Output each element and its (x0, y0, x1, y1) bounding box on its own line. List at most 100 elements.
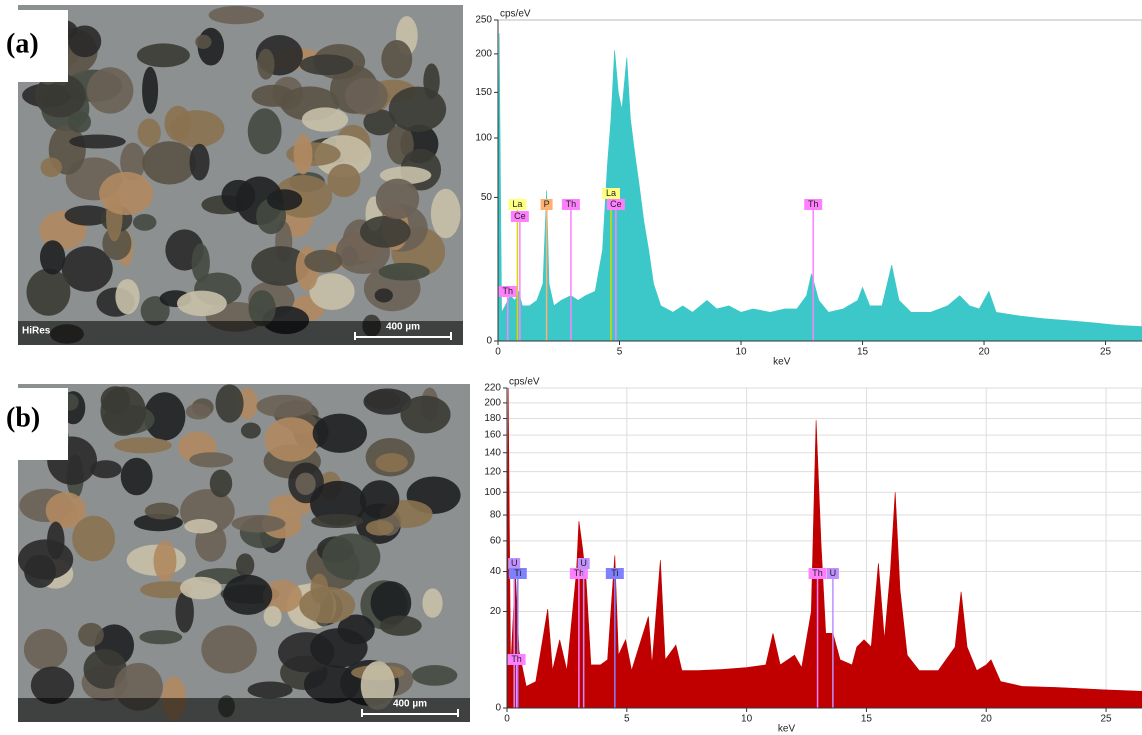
x-axis-label: keV (773, 357, 791, 368)
grain (40, 158, 62, 178)
y-tick-label: 200 (475, 49, 492, 60)
grain (294, 134, 313, 174)
y-tick-label: 150 (475, 87, 492, 98)
grain (431, 189, 461, 238)
element-label: Ce (514, 211, 526, 221)
element-label: Th (566, 199, 577, 209)
grain (375, 288, 393, 302)
y-tick-label: 100 (484, 487, 501, 498)
grain (189, 452, 233, 467)
grain (170, 110, 224, 147)
grain (186, 404, 211, 420)
grain (248, 681, 293, 698)
grain (376, 179, 419, 220)
grain (68, 25, 101, 57)
x-tick-label: 10 (735, 347, 747, 358)
grain (256, 395, 312, 418)
grain (99, 172, 153, 215)
grain (210, 469, 232, 497)
grain (139, 630, 182, 644)
x-axis-label: keV (778, 724, 796, 735)
element-label: Th (511, 654, 522, 664)
grain (400, 396, 450, 434)
grain (72, 516, 115, 561)
x-tick-label: 15 (857, 347, 869, 358)
y-tick-label: 120 (484, 466, 501, 477)
grain (311, 514, 363, 528)
x-tick-label: 25 (1100, 347, 1112, 358)
element-label: Ce (610, 199, 622, 209)
grain (47, 521, 65, 559)
grain (322, 534, 380, 581)
grain (192, 243, 210, 282)
grain (18, 539, 73, 579)
grain (300, 54, 354, 75)
grain (195, 35, 211, 49)
element-label: P (544, 199, 550, 209)
grain (264, 606, 282, 627)
element-label: Ti (514, 568, 521, 578)
grain (68, 111, 91, 133)
y-tick-label: 220 (484, 383, 501, 394)
grain (69, 134, 126, 148)
y-tick-label: 50 (481, 192, 493, 203)
grain (154, 541, 177, 582)
grain (223, 575, 272, 615)
grain (100, 387, 145, 436)
scale-bar-label: 400 µm (393, 699, 427, 710)
x-tick-label: 0 (495, 347, 501, 358)
grain (389, 87, 446, 132)
x-tick-label: 5 (624, 714, 630, 725)
micrographs: HiRes400 µm400 µm (18, 5, 470, 722)
grain (366, 520, 394, 535)
grain (115, 279, 139, 314)
panel-label: (a) (6, 28, 39, 59)
y-tick-label: 40 (490, 566, 502, 577)
scale-bar-label: 400 µm (386, 322, 420, 333)
x-tick-label: 10 (741, 714, 753, 725)
element-label: U (511, 558, 518, 568)
grain (190, 144, 210, 181)
y-axis-label: cps/eV (509, 377, 540, 388)
grain (90, 460, 122, 478)
grain (252, 85, 295, 107)
x-tick-label: 20 (978, 347, 990, 358)
grain (422, 588, 442, 617)
grain (133, 214, 157, 231)
x-tick-label: 20 (981, 714, 993, 725)
grain (232, 515, 286, 533)
element-label: Th (502, 286, 513, 296)
grain (40, 240, 65, 274)
y-axis-label: cps/eV (500, 9, 531, 20)
grain (345, 78, 388, 115)
y-tick-label: 200 (484, 398, 501, 409)
grain (302, 107, 348, 131)
grain (375, 453, 407, 472)
y-tick-label: 80 (490, 510, 502, 521)
y-tick-label: 180 (484, 413, 501, 424)
grain (360, 216, 411, 248)
grain (412, 665, 457, 686)
grain (295, 473, 315, 495)
x-tick-label: 0 (504, 714, 510, 725)
y-tick-label: 140 (484, 447, 501, 458)
grain (299, 587, 355, 624)
grain (180, 577, 222, 600)
grain (257, 49, 274, 80)
element-label: U (830, 568, 837, 578)
grain (177, 291, 227, 316)
grain (184, 519, 217, 533)
grain (380, 615, 422, 635)
y-tick-label: 60 (490, 536, 502, 547)
grain (121, 458, 153, 496)
element-label: Th (812, 568, 823, 578)
grain (215, 384, 243, 422)
y-tick-label: 0 (486, 336, 492, 347)
grain (142, 67, 158, 114)
grain (313, 414, 367, 453)
x-tick-label: 5 (617, 347, 623, 358)
y-tick-label: 100 (475, 133, 492, 144)
grain (87, 67, 133, 113)
grain (360, 480, 400, 519)
grain (265, 417, 319, 461)
